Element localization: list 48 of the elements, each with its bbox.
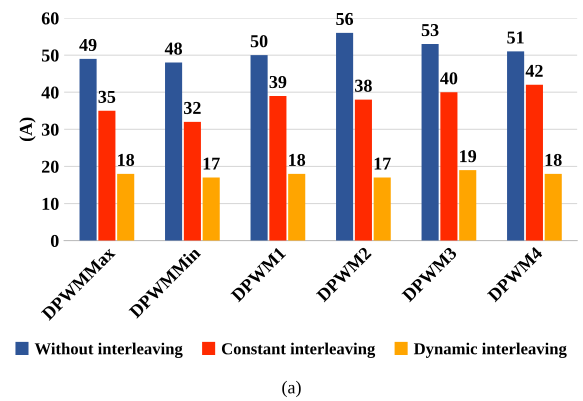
y-tick-label: 50 [42,49,59,62]
data-label: 51 [507,31,524,44]
data-label: 19 [460,150,476,162]
legend-label: Constant interleaving [222,342,376,358]
data-label: 18 [118,154,134,166]
bar [250,55,268,241]
y-tick-label: 10 [42,198,59,210]
bar [202,178,220,241]
bar [459,170,476,241]
data-label: 42 [526,64,543,77]
data-label: 49 [79,38,96,52]
legend-label: Without interleaving [34,342,183,358]
bar [80,58,97,241]
bar [98,110,116,241]
data-label: 17 [204,158,220,170]
data-label: 18 [289,154,306,166]
data-label: 32 [184,102,201,114]
legend-label: Dynamic interleaving [414,342,567,358]
y-tick-label: 60 [42,12,59,24]
bar [422,44,439,241]
data-label: 39 [270,76,286,88]
bar [507,51,524,241]
bar [544,174,562,241]
bar [526,84,543,241]
data-label: 40 [440,72,458,84]
bar [165,62,182,241]
text: (a) [282,380,301,398]
bar [269,96,286,241]
data-label: 48 [164,42,182,55]
y-tick-label: 20 [42,160,59,173]
data-label: 18 [546,154,562,166]
bar [184,122,201,241]
bar [374,178,391,241]
y-tick-label: 0 [50,234,59,248]
data-label: 50 [250,35,268,48]
y-tick-label: 30 [42,124,59,136]
data-label: 35 [98,90,116,103]
data-label: 38 [355,80,372,92]
data-label: 56 [336,12,354,26]
bar [440,92,458,241]
y-axis-title: (A) [19,118,36,142]
bar [354,100,372,241]
data-label: 53 [422,24,439,36]
y-tick-label: 40 [41,86,59,99]
data-label: 17 [374,158,391,170]
bar [117,174,134,241]
bar [336,32,354,241]
bar [288,174,306,241]
